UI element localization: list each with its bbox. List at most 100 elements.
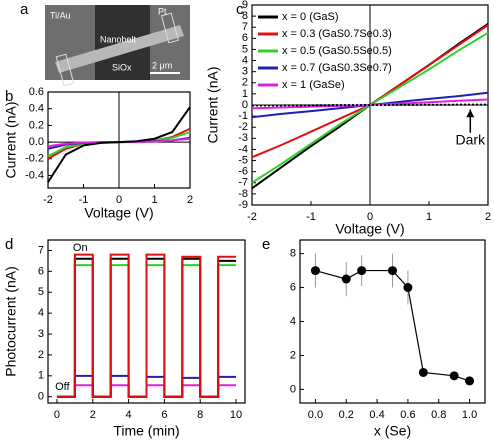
legend-label: x = 1 (GaSe) xyxy=(282,79,345,91)
legend-label: x = 0.7 (GaS0.3Se0.7) xyxy=(282,62,392,74)
nanobelt-label: Nanobelt xyxy=(100,34,137,44)
x-tick-label: 0 xyxy=(367,211,373,223)
data-point xyxy=(310,266,320,276)
y-axis-title: Current (nA) xyxy=(205,66,221,143)
legend-label: x = 0.5 (GaS0.5Se0.5) xyxy=(282,45,392,57)
y-tick-label: 2 xyxy=(290,349,296,361)
y-tick-label: -7 xyxy=(238,177,248,189)
y-tick-label: 0.0 xyxy=(29,136,44,148)
y-axis-title: Current (nA) xyxy=(3,101,19,178)
y-tick-label: 0 xyxy=(38,391,44,403)
y-tick-label: -4 xyxy=(238,143,248,155)
x-tick-label: 0.0 xyxy=(308,409,323,421)
scale-label: 2 μm xyxy=(152,60,172,70)
y-tick-label: -5 xyxy=(238,154,248,166)
x-tick-label: 6 xyxy=(161,409,167,421)
y-tick-label: -9 xyxy=(238,199,248,211)
y-tick-label: 0 xyxy=(290,383,296,395)
y-tick-label: -0.4 xyxy=(25,169,44,181)
y-tick-label: 0 xyxy=(242,99,248,111)
x-tick-label: -1 xyxy=(306,211,316,223)
x-tick-label: 1 xyxy=(426,211,432,223)
y-tick-label: 0.4 xyxy=(29,103,44,115)
contact-pad xyxy=(55,53,75,87)
x-tick-label: 0.2 xyxy=(339,409,354,421)
x-tick-label: 0.4 xyxy=(369,409,384,421)
y-tick-label: -0.2 xyxy=(25,153,44,165)
y-tick-label: 2 xyxy=(38,349,44,361)
nanobelt-shape xyxy=(55,25,184,73)
x-axis-title: Voltage (V) xyxy=(84,205,153,221)
contact-pad xyxy=(160,12,180,44)
data-point xyxy=(465,376,475,386)
x-tick-label: 0 xyxy=(116,194,122,206)
y-tick-label: -3 xyxy=(238,132,248,144)
data-point xyxy=(449,371,459,381)
panel-label: b xyxy=(5,88,13,105)
panel-label: a xyxy=(20,1,29,18)
x-tick-label: 2 xyxy=(485,211,491,223)
y-tick-label: 1 xyxy=(38,370,44,382)
series-line xyxy=(251,103,489,107)
y-tick-label: 5 xyxy=(242,43,248,55)
y-axis-title: Photocurrent (nA) xyxy=(3,266,19,377)
electrode-label: Pt xyxy=(158,6,167,16)
data-point xyxy=(341,274,351,284)
series-line xyxy=(56,253,237,398)
x-tick-label: -2 xyxy=(247,211,257,223)
x-axis-title: Time (min) xyxy=(113,423,179,439)
x-tick-label: 0 xyxy=(54,409,60,421)
plot-frame xyxy=(47,239,246,404)
y-tick-label: 6 xyxy=(290,281,296,293)
y-tick-label: 7 xyxy=(242,21,248,33)
x-tick-label: 4 xyxy=(126,409,132,421)
y-tick-label: -2 xyxy=(238,121,248,133)
y-tick-label: 4 xyxy=(242,54,248,66)
data-point xyxy=(357,266,367,276)
arrow-head xyxy=(466,109,475,118)
series-line xyxy=(251,98,489,110)
panel-label: e xyxy=(262,236,270,253)
y-tick-label: 0.6 xyxy=(29,86,44,98)
y-tick-label: -8 xyxy=(238,188,248,200)
sem-image: a Ti/Au Pt Nanobelt SiOx 2 μm xyxy=(20,1,190,87)
x-axis-title: Voltage (V) xyxy=(335,221,404,237)
on-label: On xyxy=(73,242,88,254)
y-tick-label: 3 xyxy=(242,66,248,78)
y-tick-label: 0.2 xyxy=(29,119,44,131)
y-tick-label: 9 xyxy=(242,0,248,11)
series-line xyxy=(47,106,191,183)
x-tick-label: 2 xyxy=(187,194,193,206)
x-tick-label: 8 xyxy=(197,409,203,421)
y-tick-label: 7 xyxy=(38,244,44,256)
off-label: Off xyxy=(55,381,70,393)
substrate-label: SiOx xyxy=(112,62,132,72)
data-point xyxy=(388,266,397,276)
y-tick-label: 4 xyxy=(290,315,296,327)
x-axis-title: x (Se) xyxy=(374,423,411,439)
x-tick-label: 0.8 xyxy=(431,409,446,421)
y-tick-label: 3 xyxy=(38,328,44,340)
x-tick-label: -1 xyxy=(79,194,89,206)
y-tick-label: 6 xyxy=(38,265,44,277)
panel-label: c xyxy=(236,1,244,18)
y-tick-label: 8 xyxy=(290,247,296,259)
annotation: Dark xyxy=(456,131,487,147)
panel-label: d xyxy=(5,236,13,253)
y-tick-label: 2 xyxy=(242,77,248,89)
electrode-label: Ti/Au xyxy=(50,10,71,20)
legend-label: x = 0 (GaS) xyxy=(282,11,339,23)
x-tick-label: 1.0 xyxy=(462,409,477,421)
x-tick-label: 1 xyxy=(151,194,157,206)
x-tick-label: 0.6 xyxy=(400,409,415,421)
data-point xyxy=(418,367,428,377)
y-tick-label: 6 xyxy=(242,32,248,44)
x-tick-label: 10 xyxy=(230,409,242,421)
y-tick-label: -1 xyxy=(238,110,248,122)
y-tick-label: 1 xyxy=(242,88,248,100)
y-tick-label: 4 xyxy=(38,307,44,319)
y-tick-label: -6 xyxy=(238,166,248,178)
x-tick-label: -2 xyxy=(43,194,53,206)
y-tick-label: 5 xyxy=(38,286,44,298)
